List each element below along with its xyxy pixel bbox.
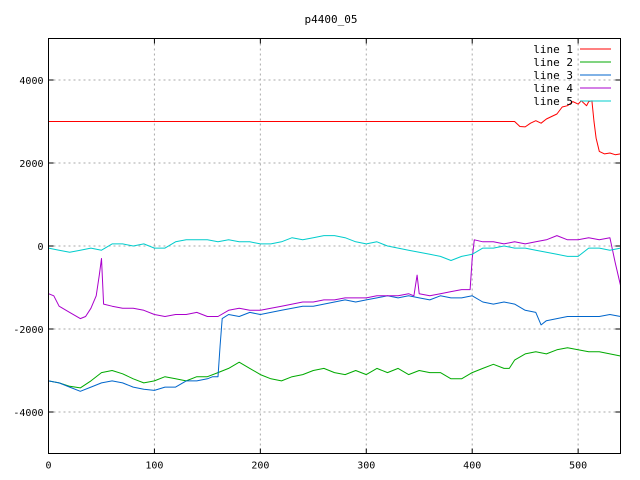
plot-border [48,38,621,454]
x-tick-label: 0 [45,461,51,472]
legend-label: line 4 [533,82,573,95]
y-tick-label: 4000 [19,76,43,87]
x-tick-label: 200 [251,461,269,472]
series-group [48,100,621,392]
legend-label: line 1 [533,43,573,56]
grid [48,38,621,454]
series-line-4 [48,235,621,320]
legend-label: line 5 [533,95,573,108]
y-tick-label: 0 [37,242,43,253]
series-line-3 [48,295,621,392]
series-line-1 [48,100,621,156]
legend-label: line 2 [533,56,573,69]
x-tick-label: 300 [357,461,375,472]
x-tick-label: 400 [463,461,481,472]
chart-title: p4400_05 [305,13,358,26]
x-tick-label: 100 [145,461,163,472]
y-tick-label: -2000 [13,325,43,336]
series-line-5 [48,235,621,261]
legend-label: line 3 [533,69,573,82]
tick-labels: 0 100 200 300 400 500 -4000 -2000 0 2000 4000 [13,76,587,472]
series-line-2 [48,347,621,389]
x-tick-label: 500 [569,461,587,472]
y-tick-label: 2000 [19,159,43,170]
y-tick-label: -4000 [13,408,43,419]
